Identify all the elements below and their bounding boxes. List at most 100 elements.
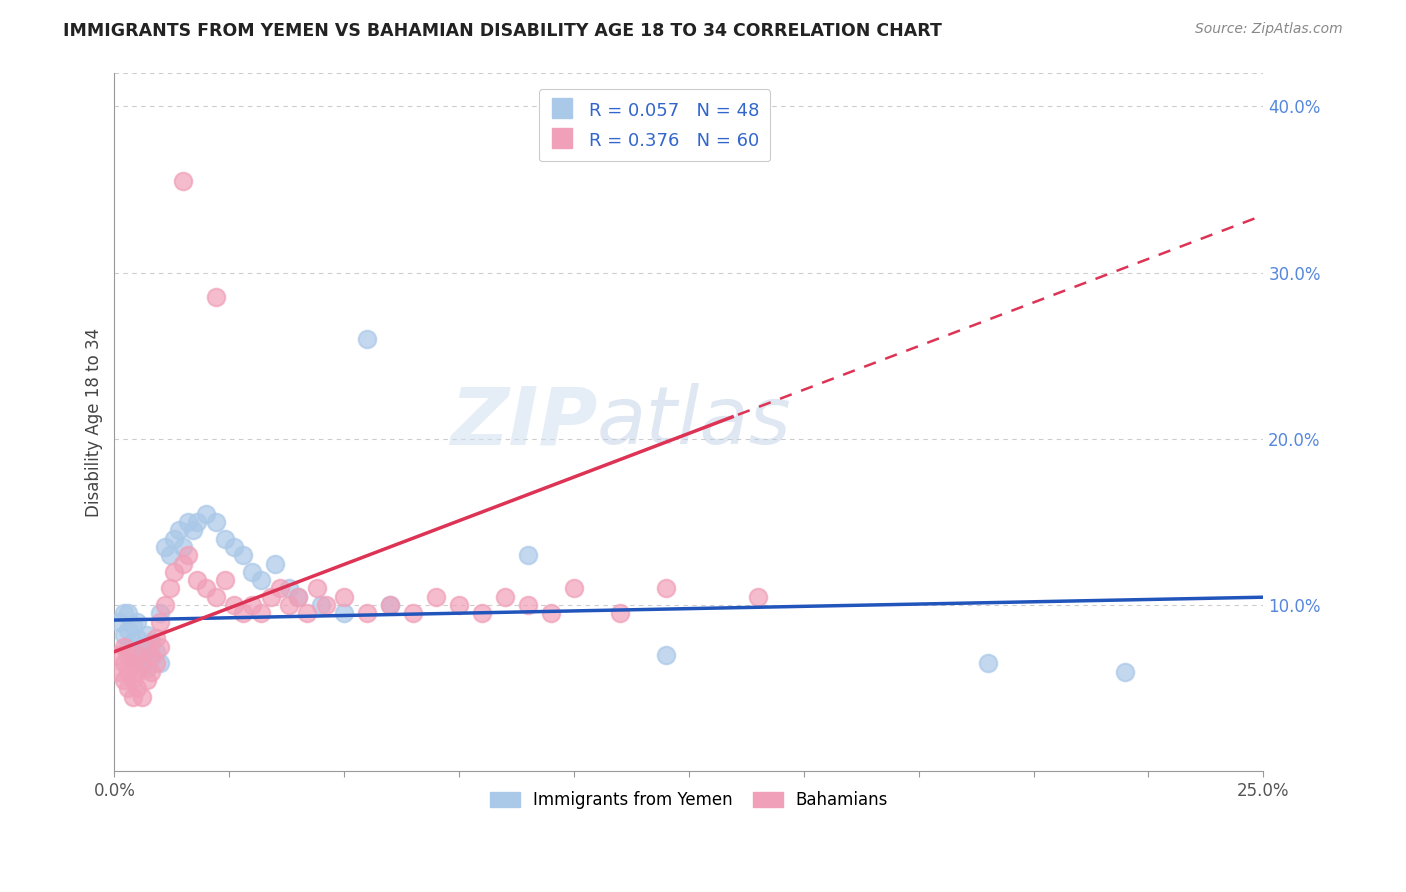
Point — [214, 573, 236, 587]
Point — [356, 332, 378, 346]
Point — [135, 661, 157, 675]
Point — [562, 582, 585, 596]
Point — [378, 598, 401, 612]
Point — [117, 623, 139, 637]
Point — [135, 640, 157, 654]
Point — [181, 523, 204, 537]
Point — [127, 665, 149, 679]
Point — [135, 645, 157, 659]
Point — [153, 540, 176, 554]
Point — [356, 607, 378, 621]
Point — [117, 665, 139, 679]
Point — [609, 607, 631, 621]
Point — [127, 632, 149, 646]
Point — [517, 548, 540, 562]
Point — [655, 582, 678, 596]
Point — [112, 673, 135, 687]
Point — [127, 648, 149, 662]
Point — [278, 598, 301, 612]
Point — [240, 565, 263, 579]
Point — [149, 615, 172, 629]
Point — [195, 507, 218, 521]
Point — [121, 673, 143, 687]
Point — [250, 607, 273, 621]
Point — [131, 640, 153, 654]
Point — [204, 515, 226, 529]
Point — [177, 548, 200, 562]
Point — [121, 690, 143, 704]
Point — [131, 690, 153, 704]
Text: IMMIGRANTS FROM YEMEN VS BAHAMIAN DISABILITY AGE 18 TO 34 CORRELATION CHART: IMMIGRANTS FROM YEMEN VS BAHAMIAN DISABI… — [63, 22, 942, 40]
Point — [172, 557, 194, 571]
Point — [333, 590, 356, 604]
Point — [117, 681, 139, 696]
Point — [309, 598, 332, 612]
Point — [204, 290, 226, 304]
Point — [287, 590, 309, 604]
Point — [117, 607, 139, 621]
Point — [976, 657, 998, 671]
Point — [297, 607, 319, 621]
Point — [172, 540, 194, 554]
Point — [121, 618, 143, 632]
Point — [121, 634, 143, 648]
Point — [145, 657, 167, 671]
Point — [287, 590, 309, 604]
Point — [425, 590, 447, 604]
Point — [378, 598, 401, 612]
Point — [186, 515, 208, 529]
Point — [159, 582, 181, 596]
Point — [145, 645, 167, 659]
Point — [117, 640, 139, 654]
Point — [131, 657, 153, 671]
Point — [141, 648, 163, 662]
Point — [177, 515, 200, 529]
Point — [127, 681, 149, 696]
Point — [264, 557, 287, 571]
Point — [108, 615, 131, 629]
Point — [305, 582, 328, 596]
Point — [214, 532, 236, 546]
Point — [278, 582, 301, 596]
Point — [112, 628, 135, 642]
Point — [186, 573, 208, 587]
Text: atlas: atlas — [598, 384, 792, 461]
Point — [655, 648, 678, 662]
Text: Source: ZipAtlas.com: Source: ZipAtlas.com — [1195, 22, 1343, 37]
Point — [269, 582, 291, 596]
Point — [121, 657, 143, 671]
Point — [159, 548, 181, 562]
Point — [402, 607, 425, 621]
Point — [149, 657, 172, 671]
Point — [222, 598, 245, 612]
Point — [135, 628, 157, 642]
Point — [149, 640, 172, 654]
Point — [141, 651, 163, 665]
Point — [112, 607, 135, 621]
Point — [222, 540, 245, 554]
Point — [127, 648, 149, 662]
Point — [117, 648, 139, 662]
Point — [167, 523, 190, 537]
Point — [141, 665, 163, 679]
Point — [127, 615, 149, 629]
Point — [112, 640, 135, 654]
Point — [121, 651, 143, 665]
Point — [471, 607, 494, 621]
Point — [141, 634, 163, 648]
Point — [172, 174, 194, 188]
Point — [517, 598, 540, 612]
Point — [163, 565, 186, 579]
Point — [108, 665, 131, 679]
Point — [145, 632, 167, 646]
Point — [112, 657, 135, 671]
Point — [232, 548, 254, 562]
Point — [204, 590, 226, 604]
Point — [149, 607, 172, 621]
Point — [131, 657, 153, 671]
Text: ZIP: ZIP — [450, 384, 598, 461]
Point — [163, 532, 186, 546]
Point — [333, 607, 356, 621]
Point — [315, 598, 337, 612]
Point — [240, 598, 263, 612]
